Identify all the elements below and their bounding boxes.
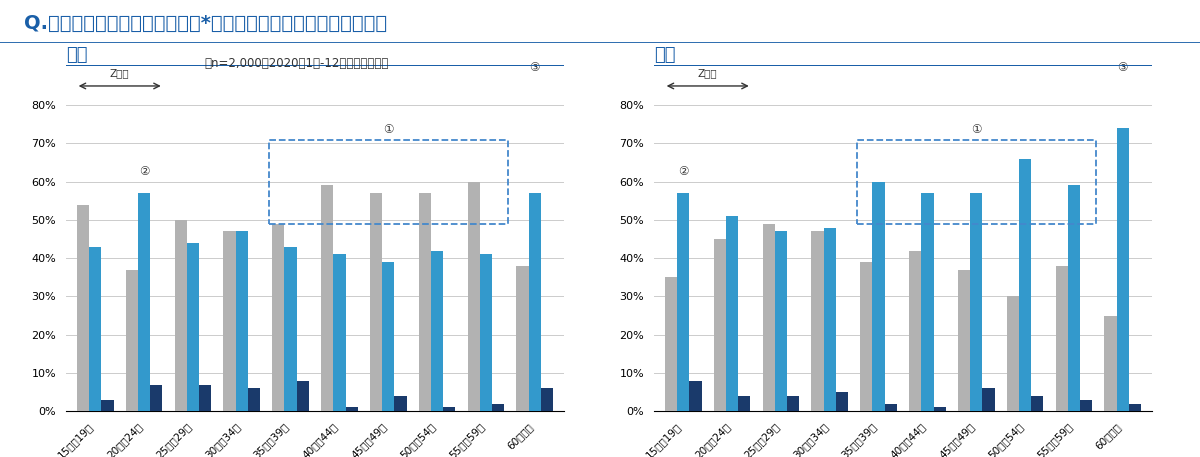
Bar: [714, 239, 726, 411]
Text: 男性: 男性: [66, 46, 88, 64]
Bar: [541, 388, 553, 411]
Bar: [1056, 266, 1068, 411]
Bar: [958, 270, 970, 411]
Text: ①: ①: [383, 123, 394, 136]
Bar: [884, 404, 896, 411]
Text: 女性: 女性: [654, 46, 676, 64]
Text: Q.「サステナブルファッション*」についてどのように思いますか: Q.「サステナブルファッション*」についてどのように思いますか: [24, 14, 388, 33]
Bar: [787, 396, 799, 411]
Text: Z世代: Z世代: [110, 68, 130, 78]
Bar: [860, 262, 872, 411]
Bar: [910, 250, 922, 411]
Bar: [529, 193, 541, 411]
Text: ②: ②: [678, 165, 689, 178]
Bar: [726, 216, 738, 411]
Bar: [934, 408, 946, 411]
Bar: [1031, 396, 1043, 411]
Bar: [480, 255, 492, 411]
Text: ③: ③: [529, 62, 540, 74]
Bar: [738, 396, 750, 411]
Bar: [823, 228, 836, 411]
Bar: [223, 231, 235, 411]
Bar: [1117, 128, 1129, 411]
Bar: [248, 388, 260, 411]
Bar: [199, 384, 211, 411]
Bar: [775, 231, 787, 411]
Bar: [922, 193, 934, 411]
Bar: [1129, 404, 1141, 411]
Bar: [516, 266, 529, 411]
Bar: [150, 384, 162, 411]
Bar: [983, 388, 995, 411]
Bar: [689, 381, 702, 411]
Text: ②: ②: [139, 165, 149, 178]
Bar: [1019, 159, 1031, 411]
Bar: [677, 193, 689, 411]
Text: ①: ①: [971, 123, 982, 136]
Bar: [443, 408, 455, 411]
Bar: [77, 205, 89, 411]
Bar: [382, 262, 395, 411]
Bar: [1104, 316, 1117, 411]
Bar: [89, 247, 101, 411]
Bar: [187, 243, 199, 411]
Bar: [322, 186, 334, 411]
Bar: [970, 193, 983, 411]
Bar: [872, 182, 884, 411]
Bar: [1080, 400, 1092, 411]
Bar: [296, 381, 308, 411]
Bar: [346, 408, 358, 411]
Text: Z世代: Z世代: [698, 68, 718, 78]
Bar: [431, 250, 443, 411]
Bar: [763, 224, 775, 411]
Bar: [284, 247, 296, 411]
Bar: [138, 193, 150, 411]
Bar: [235, 231, 248, 411]
Bar: [395, 396, 407, 411]
Bar: [1007, 297, 1019, 411]
Text: ③: ③: [1117, 62, 1128, 74]
Bar: [811, 231, 823, 411]
Bar: [272, 224, 284, 411]
Bar: [126, 270, 138, 411]
Bar: [468, 182, 480, 411]
Bar: [370, 193, 382, 411]
Bar: [334, 255, 346, 411]
Bar: [175, 220, 187, 411]
Bar: [836, 392, 848, 411]
Bar: [101, 400, 114, 411]
Bar: [419, 193, 431, 411]
Bar: [1068, 186, 1080, 411]
Text: （n=2,000、2020年1月-12月、単位：％）: （n=2,000、2020年1月-12月、単位：％）: [204, 57, 389, 70]
Bar: [665, 277, 677, 411]
Bar: [492, 404, 504, 411]
